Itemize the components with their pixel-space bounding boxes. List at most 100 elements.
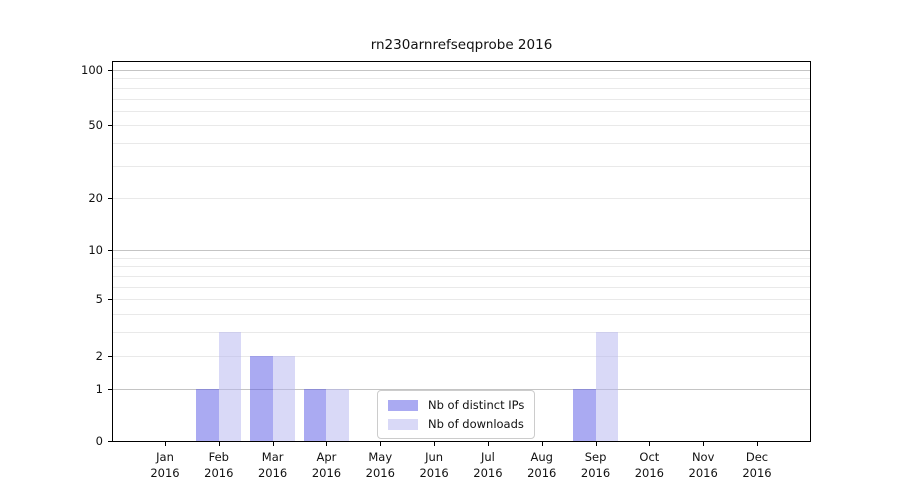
- x-tick-year: 2016: [527, 466, 557, 480]
- minor-gridline: [113, 266, 810, 268]
- minor-gridline: [113, 257, 810, 259]
- x-tick-label: Oct 2016: [617, 449, 681, 481]
- x-tick-year: 2016: [204, 466, 234, 480]
- x-tick-year: 2016: [634, 466, 664, 480]
- minor-gridline: [113, 314, 810, 316]
- x-tick-month: Apr: [316, 450, 337, 464]
- y-tick-mark: [108, 197, 112, 199]
- y-tick-label: 5: [95, 292, 103, 307]
- x-tick-mark: [272, 442, 274, 446]
- x-tick-label: Mar 2016: [241, 449, 305, 481]
- y-tick-label: 1: [95, 381, 103, 396]
- x-tick-month: Jan: [156, 450, 174, 464]
- bar-feb-distinct-ips: [196, 388, 219, 441]
- minor-gridline: [113, 286, 810, 288]
- x-tick-mark: [165, 442, 166, 446]
- x-tick-mark: [380, 442, 382, 446]
- minor-gridline: [113, 165, 810, 167]
- plot-area: Nb of distinct IPs Nb of downloads: [113, 62, 810, 441]
- bar-apr-downloads: [326, 388, 349, 441]
- bar-apr-distinct-ips: [303, 388, 327, 441]
- x-tick-label: May 2016: [348, 449, 412, 481]
- y-tick-mark: [108, 355, 112, 357]
- minor-gridline: [113, 125, 810, 127]
- x-tick-month: Jun: [425, 450, 444, 464]
- legend-item-distinct-ips: Nb of distinct IPs: [388, 398, 524, 412]
- x-tick-label: Nov 2016: [671, 449, 735, 481]
- minor-gridline: [113, 332, 810, 334]
- bar-mar-downloads: [272, 355, 296, 441]
- x-tick-label: Feb 2016: [187, 449, 251, 481]
- x-tick-month: Feb: [208, 450, 229, 464]
- x-tick-month: Oct: [639, 450, 660, 464]
- legend-label-distinct-ips: Nb of distinct IPs: [428, 398, 525, 412]
- x-tick-year: 2016: [688, 466, 718, 480]
- x-tick-mark: [703, 442, 705, 446]
- chart-title: rn230arnrefseqprobe 2016: [370, 37, 553, 53]
- legend-swatch-distinct-ips: [388, 399, 418, 411]
- x-tick-month: Nov: [691, 450, 715, 464]
- x-tick-label: Jun 2016: [402, 449, 466, 481]
- x-tick-year: 2016: [742, 466, 772, 480]
- x-tick-label: Sep 2016: [564, 449, 628, 481]
- y-tick-label: 10: [88, 243, 103, 258]
- x-tick-mark: [756, 442, 758, 446]
- y-tick-label: 100: [81, 62, 103, 77]
- major-gridline: [113, 388, 810, 390]
- x-tick-mark: [326, 442, 328, 446]
- x-tick-month: Sep: [584, 450, 607, 464]
- x-tick-label: Jan 2016: [133, 449, 197, 481]
- legend-swatch-downloads: [388, 418, 418, 430]
- minor-gridline: [113, 78, 810, 80]
- minor-gridline: [113, 87, 810, 89]
- minor-gridline: [113, 143, 810, 145]
- x-tick-year: 2016: [580, 466, 611, 480]
- x-tick-mark: [649, 442, 651, 446]
- x-tick-year: 2016: [419, 466, 449, 480]
- x-tick-mark: [434, 442, 436, 446]
- bar-feb-downloads: [218, 332, 242, 441]
- bar-sep-downloads: [595, 332, 619, 441]
- x-tick-year: 2016: [473, 466, 503, 480]
- x-tick-mark: [218, 442, 220, 446]
- y-tick-mark: [108, 69, 112, 71]
- y-tick-label: 2: [95, 348, 103, 363]
- y-tick-label: 50: [88, 118, 103, 133]
- x-tick-label: Aug 2016: [510, 449, 574, 481]
- minor-gridline: [113, 299, 810, 301]
- x-tick-mark: [487, 442, 489, 446]
- legend: Nb of distinct IPs Nb of downloads: [377, 390, 536, 439]
- x-tick-month: Mar: [261, 450, 284, 464]
- minor-gridline: [113, 275, 810, 277]
- x-tick-month: Jul: [480, 450, 495, 464]
- x-tick-month: May: [368, 450, 393, 464]
- y-tick-mark: [108, 125, 112, 127]
- legend-item-downloads: Nb of downloads: [388, 417, 524, 431]
- minor-gridline: [113, 355, 810, 357]
- x-tick-label: Dec 2016: [725, 449, 789, 481]
- y-tick-mark: [108, 388, 112, 390]
- y-tick-mark: [108, 250, 112, 252]
- x-tick-mark: [595, 442, 597, 446]
- x-tick-label: Jul 2016: [456, 449, 520, 481]
- major-gridline: [113, 250, 810, 252]
- major-gridline: [113, 69, 810, 71]
- minor-gridline: [113, 197, 810, 199]
- x-tick-year: 2016: [257, 466, 288, 480]
- x-tick-month: Dec: [745, 450, 769, 464]
- x-tick-year: 2016: [150, 466, 180, 480]
- x-tick-year: 2016: [365, 466, 395, 480]
- x-tick-mark: [541, 442, 543, 446]
- x-tick-month: Aug: [530, 450, 553, 464]
- minor-gridline: [113, 110, 810, 112]
- y-tick-label: 20: [88, 190, 103, 205]
- bar-sep-distinct-ips: [573, 388, 596, 441]
- bar-mar-distinct-ips: [250, 355, 273, 441]
- y-tick-label: 0: [95, 434, 103, 448]
- y-tick-mark: [108, 299, 112, 301]
- y-tick-mark: [108, 441, 112, 442]
- legend-label-downloads: Nb of downloads: [428, 417, 524, 431]
- x-tick-label: Apr 2016: [294, 449, 358, 481]
- x-tick-year: 2016: [311, 466, 342, 480]
